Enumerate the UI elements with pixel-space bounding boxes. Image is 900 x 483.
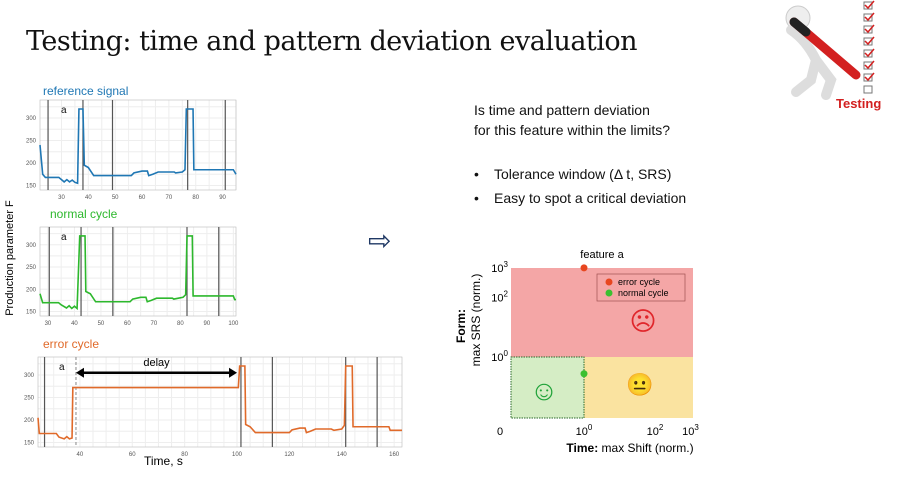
x-tick-label: 50 [98, 321, 105, 327]
bullet-text: Tolerance window (Δ t, SRS) [494, 166, 672, 182]
y-tick-label: 250 [24, 396, 35, 402]
plot-frame [39, 226, 237, 317]
signal-line [37, 365, 402, 440]
y-tick-label: 200 [26, 287, 37, 293]
feature-marker-label: a [61, 105, 67, 116]
testing-logo-text: Testing [836, 96, 881, 111]
error-cycle-chart: 40 60 80 100 120 140 160 150 200 250 300 a delay [24, 356, 403, 458]
legend-label: error cycle [618, 277, 660, 287]
y-tick-label: 300 [26, 243, 37, 249]
right-arrow-icon: ⇨ [368, 225, 392, 256]
x-tick-label: 80 [177, 321, 184, 327]
testing-figure-icon: Testing [785, 0, 881, 111]
signal-line [39, 108, 237, 185]
legend-label: normal cycle [618, 288, 669, 298]
testing-illustration: Testing [776, 0, 896, 112]
x-tick-label: 40 [77, 452, 84, 458]
y-tick-label: 150 [24, 441, 35, 447]
x-tick-label: 100 [232, 452, 243, 458]
x-tick-label: 60 [129, 452, 136, 458]
neutral-face-icon: 😐 [626, 372, 653, 397]
y-tick-label: 102 [491, 290, 508, 305]
x-tick-label: 102 [647, 423, 664, 438]
x-tick-label: 40 [85, 195, 92, 201]
happy-face-icon: ☺ [530, 375, 559, 406]
y-axis-label: Form:max SRS (norm.) [454, 274, 483, 367]
y-tick-label: 250 [26, 139, 37, 145]
x-tick-label: 103 [682, 423, 699, 438]
plot-frame [37, 356, 403, 448]
x-tick-label: 100 [576, 423, 593, 438]
x-tick-label: 40 [71, 321, 78, 327]
legend-box [596, 273, 686, 302]
x-tick-label: 60 [139, 195, 146, 201]
y-tick-label: 200 [24, 418, 35, 424]
y-tick-label: 103 [491, 260, 508, 275]
data-point [580, 370, 588, 378]
feature-marker-label: a [59, 362, 65, 373]
x-tick-label: 80 [192, 195, 199, 201]
x-tick-label: 30 [58, 195, 65, 201]
y-tick-label: 300 [26, 116, 37, 122]
bullet-text: Easy to spot a critical deviation [494, 190, 687, 206]
sad-face-icon: ☹ [629, 306, 656, 336]
x-tick-label: 140 [337, 452, 348, 458]
tolerance-window-region [510, 356, 585, 419]
legend-marker [605, 289, 613, 297]
chart-title-reference: reference signal [43, 84, 129, 98]
x-tick-label: 160 [389, 452, 400, 458]
x-tick-label: 90 [219, 195, 226, 201]
feature-scatter-chart: feature a 0 100 102 103 100 102 103 Time: max Sh… [454, 249, 699, 455]
x-tick-label: 80 [181, 452, 188, 458]
x-tick-label: 90 [204, 321, 211, 327]
error-region [511, 268, 693, 357]
x-tick-label: 0 [497, 426, 503, 438]
x-tick-label: 50 [112, 195, 119, 201]
x-axis-label: Time: max Shift (norm.) [566, 441, 693, 455]
delay-label: delay [143, 357, 170, 369]
slide-title: Testing: time and pattern deviation eval… [26, 26, 638, 57]
x-tick-label: 70 [166, 195, 173, 201]
x-tick-label: 60 [124, 321, 131, 327]
data-point [580, 264, 588, 272]
chart-title-error: error cycle [43, 337, 100, 351]
y-tick-label: 250 [26, 265, 37, 271]
warning-region [584, 357, 693, 418]
signal-line [39, 235, 236, 311]
question-line-2: for this feature within the limits? [474, 122, 671, 138]
normal-cycle-chart: 30 40 50 60 70 80 90 100 150 200 250 300 a [26, 226, 239, 327]
question-line-1: Is time and pattern deviation [474, 102, 650, 118]
x-axis-label: Time, s [144, 454, 183, 468]
x-tick-label: 30 [45, 321, 52, 327]
y-tick-label: 200 [26, 161, 37, 167]
y-tick-label: 150 [26, 310, 37, 316]
y-tick-label: 300 [24, 373, 35, 379]
bullet-item: • Easy to spot a critical deviation [474, 190, 687, 206]
x-tick-label: 120 [284, 452, 295, 458]
x-tick-label: 70 [151, 321, 158, 327]
plot-frame [39, 99, 237, 191]
x-tick-label: 100 [228, 321, 239, 327]
chart-title-normal: normal cycle [50, 207, 118, 221]
scatter-title: feature a [580, 249, 624, 261]
question-text: Is time and pattern deviation for this f… [474, 100, 670, 140]
y-tick-label: 100 [491, 349, 508, 364]
reference-signal-chart: 30 40 50 60 70 80 90 150 200 250 300 a [26, 99, 237, 201]
y-tick-label: 150 [26, 184, 37, 190]
feature-marker-label: a [61, 232, 67, 243]
bullet-item: • Tolerance window (Δ t, SRS) [474, 166, 672, 182]
legend-marker [605, 278, 613, 286]
